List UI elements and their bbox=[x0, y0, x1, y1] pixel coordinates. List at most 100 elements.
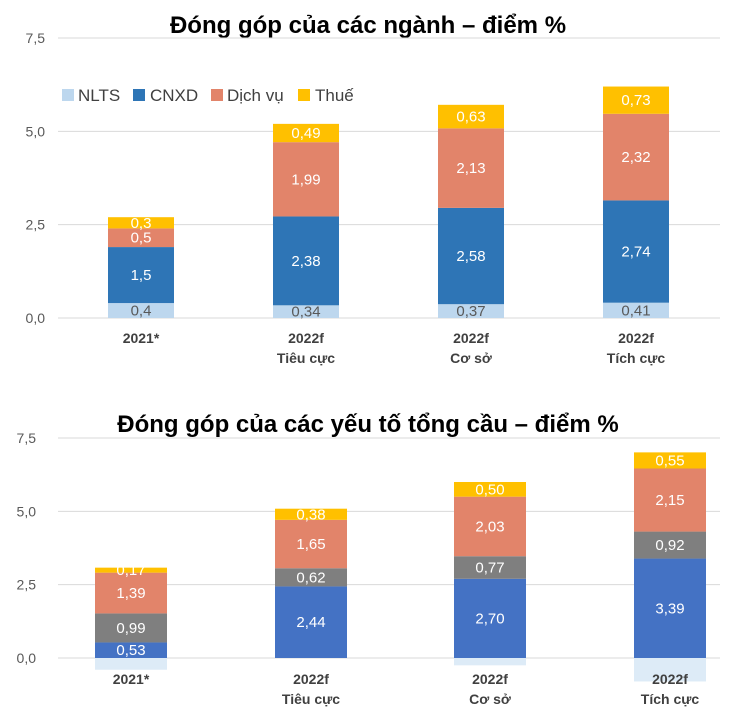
data-label: 0,37 bbox=[456, 303, 485, 320]
legend-label: CNXD bbox=[150, 86, 198, 105]
legend-swatch bbox=[211, 89, 223, 101]
chart-title: Đóng góp của các ngành – điểm % bbox=[170, 12, 566, 39]
bar-segment bbox=[634, 531, 706, 559]
y-tick-label: 0,0 bbox=[26, 310, 46, 326]
bar-segment bbox=[634, 558, 706, 658]
bar-segment bbox=[275, 508, 347, 520]
data-label: 0,63 bbox=[456, 109, 485, 126]
bar-segment bbox=[273, 123, 339, 143]
bar-segment bbox=[95, 642, 167, 658]
x-category-label: Tích cực bbox=[607, 350, 666, 366]
x-category-label: 2022f bbox=[288, 330, 324, 346]
x-category-label: Tiêu cực bbox=[277, 350, 335, 366]
bar-segment bbox=[634, 452, 706, 469]
data-label: 0,99 bbox=[116, 620, 145, 637]
data-label: 0,41 bbox=[621, 302, 650, 319]
bar-segment bbox=[454, 496, 526, 557]
bar-segment bbox=[95, 658, 167, 670]
bar-segment bbox=[108, 217, 174, 229]
bar-segment bbox=[108, 228, 174, 248]
bar-segment bbox=[273, 142, 339, 217]
bar-segment bbox=[273, 216, 339, 306]
legend-swatch bbox=[298, 89, 310, 101]
bar-segment bbox=[438, 207, 504, 305]
bar-segment bbox=[454, 578, 526, 658]
x-category-label: 2022f bbox=[652, 671, 688, 687]
x-category-label: 2022f bbox=[618, 330, 654, 346]
y-tick-label: 5,0 bbox=[17, 503, 37, 519]
bar-segment bbox=[95, 567, 167, 573]
data-label: 0,50 bbox=[475, 481, 504, 498]
data-label: 2,74 bbox=[621, 244, 650, 261]
x-category-label: Tích cực bbox=[641, 691, 700, 707]
bar-segment bbox=[603, 86, 669, 114]
y-tick-label: 7,5 bbox=[26, 30, 46, 46]
data-label: 0,62 bbox=[296, 569, 325, 586]
data-label: 0,17 bbox=[116, 562, 145, 579]
bar-segment bbox=[454, 482, 526, 497]
data-label: 0,4 bbox=[131, 303, 152, 320]
bar-segment bbox=[438, 304, 504, 318]
data-label: 0,53 bbox=[116, 642, 145, 659]
data-label: 0,77 bbox=[475, 560, 504, 577]
data-label: 2,15 bbox=[655, 492, 684, 509]
y-tick-label: 5,0 bbox=[26, 123, 46, 139]
data-label: 2,44 bbox=[296, 614, 325, 631]
data-label: 1,39 bbox=[116, 585, 145, 602]
bar-segment bbox=[454, 658, 526, 666]
bar-segment bbox=[634, 658, 706, 682]
data-label: 2,38 bbox=[291, 253, 320, 270]
bar-segment bbox=[95, 613, 167, 643]
y-tick-label: 0,0 bbox=[17, 650, 37, 666]
bar-segment bbox=[95, 572, 167, 614]
bar-segment bbox=[634, 468, 706, 532]
legend-label: Dịch vụ bbox=[227, 86, 284, 105]
chart-aggregate-demand: Đóng góp của các yếu tố tổng cầu – điểm … bbox=[17, 411, 720, 707]
bar-segment bbox=[438, 104, 504, 129]
bar-segment bbox=[603, 113, 669, 201]
x-category-label: 2022f bbox=[453, 330, 489, 346]
data-label: 2,70 bbox=[475, 610, 504, 627]
bar-segment bbox=[273, 305, 339, 318]
data-label: 1,99 bbox=[291, 171, 320, 188]
y-tick-label: 7,5 bbox=[17, 430, 37, 446]
data-label: 0,73 bbox=[621, 92, 650, 109]
bar-segment bbox=[108, 303, 174, 318]
x-category-label: 2021* bbox=[123, 330, 160, 346]
legend-swatch bbox=[133, 89, 145, 101]
bar-segment bbox=[603, 302, 669, 318]
data-label: 0,3 bbox=[131, 215, 152, 232]
x-category-label: 2021* bbox=[113, 671, 150, 687]
x-category-label: Cơ sở bbox=[450, 350, 492, 366]
bar-segment bbox=[603, 200, 669, 303]
bar-segment bbox=[275, 586, 347, 658]
legend-label: NLTS bbox=[78, 86, 120, 105]
data-label: 2,32 bbox=[621, 149, 650, 166]
bar-segment bbox=[438, 128, 504, 208]
data-label: 3,39 bbox=[655, 600, 684, 617]
data-label: 0,92 bbox=[655, 537, 684, 554]
y-tick-label: 2,5 bbox=[17, 577, 37, 593]
x-category-label: 2022f bbox=[472, 671, 508, 687]
bar-segment bbox=[275, 519, 347, 569]
bar-segment bbox=[275, 568, 347, 587]
data-label: 0,38 bbox=[296, 506, 325, 523]
legend-label: Thuế bbox=[315, 86, 354, 105]
bar-segment bbox=[454, 556, 526, 579]
data-label: 0,49 bbox=[291, 125, 320, 142]
data-label: 0,34 bbox=[291, 304, 320, 321]
x-category-label: 2022f bbox=[293, 671, 329, 687]
legend-swatch bbox=[62, 89, 74, 101]
chart-title: Đóng góp của các yếu tố tổng cầu – điểm … bbox=[117, 411, 618, 438]
y-tick-label: 2,5 bbox=[26, 217, 46, 233]
data-label: 0,55 bbox=[655, 452, 684, 469]
data-label: 0,5 bbox=[131, 230, 152, 247]
data-label: 2,58 bbox=[456, 248, 485, 265]
data-label: 2,13 bbox=[456, 160, 485, 177]
chart-sectors: Đóng góp của các ngành – điểm % 0,0 2,5 5,0… bbox=[26, 12, 720, 366]
x-category-label: Cơ sở bbox=[469, 691, 511, 707]
x-category-label: Tiêu cực bbox=[282, 691, 340, 707]
data-label: 1,5 bbox=[131, 267, 152, 284]
data-label: 1,65 bbox=[296, 536, 325, 553]
